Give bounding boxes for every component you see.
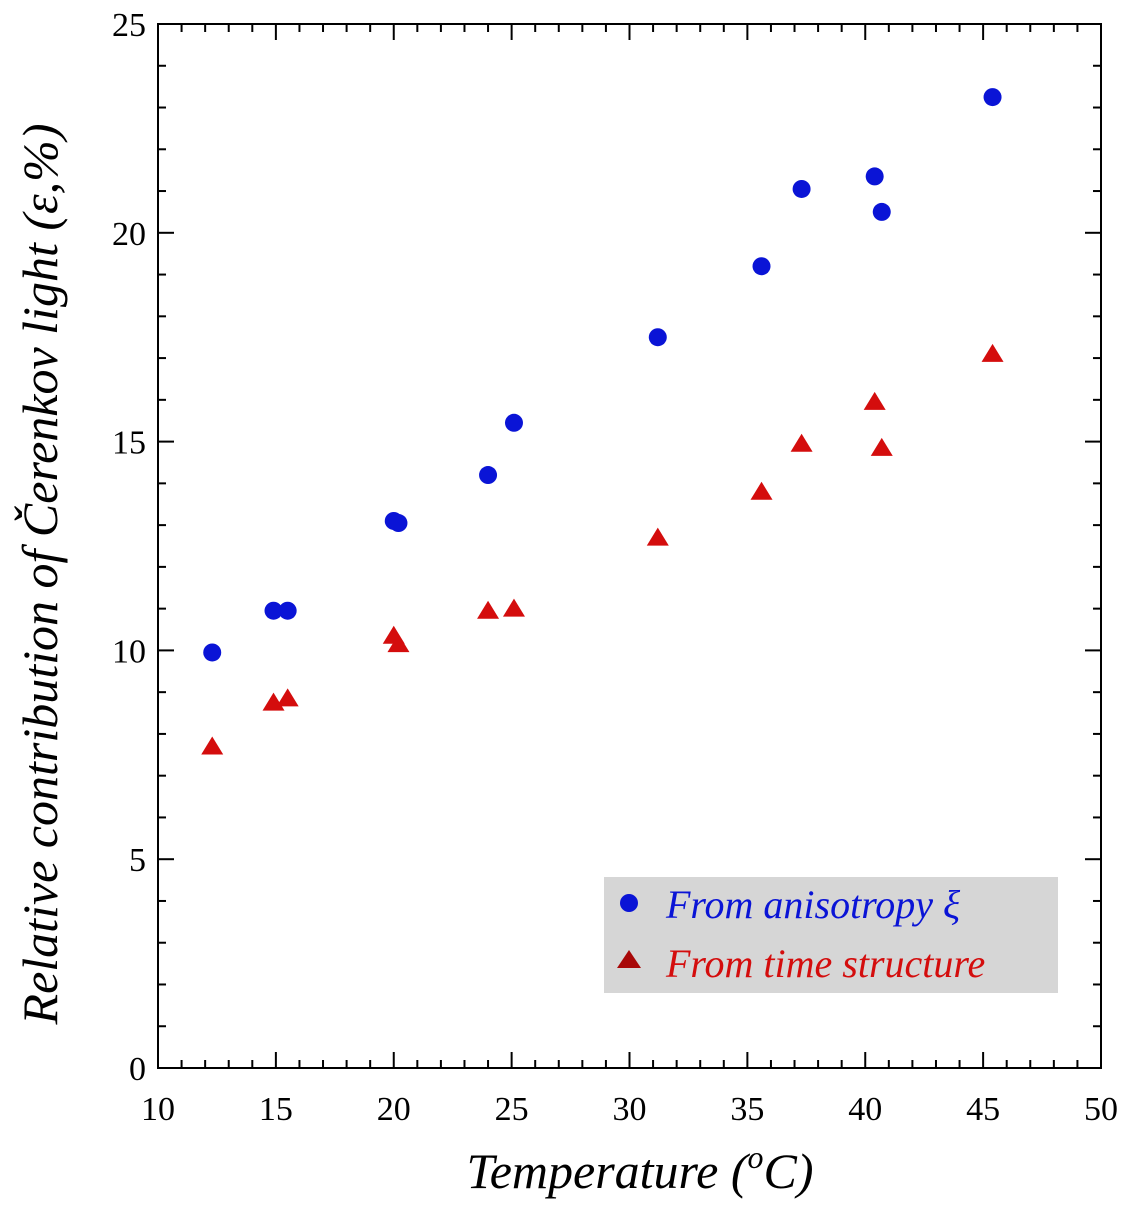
- anisotropy-data-point: [865, 167, 884, 186]
- x-tick-label: 50: [1084, 1091, 1118, 1128]
- anisotropy-data-point: [983, 88, 1002, 107]
- anisotropy-data-point: [792, 179, 811, 198]
- anisotropy-data-point: [504, 413, 523, 432]
- y-tick-label: 10: [112, 633, 146, 670]
- x-axis-ticks: 10 15 20 25 30 35 40 45 50: [141, 24, 1118, 1128]
- anisotropy-data-point: [872, 202, 891, 221]
- time-structure-data-point: [502, 598, 525, 617]
- time-structure-data-point: [750, 481, 773, 500]
- y-tick-label: 15: [112, 425, 146, 462]
- time-structure-data-point: [201, 736, 224, 755]
- y-tick-label: 25: [112, 7, 146, 44]
- data-points: [201, 88, 1004, 755]
- legend-marker-time-structure: [617, 950, 641, 968]
- anisotropy-data-point: [479, 466, 498, 485]
- anisotropy-data-point: [648, 328, 667, 347]
- y-axis-title: Relative contribution of Čerenkov light …: [12, 124, 68, 1026]
- legend-marker-anisotropy: [620, 894, 638, 912]
- time-structure-data-point: [646, 527, 669, 546]
- y-tick-label: 0: [129, 1051, 146, 1088]
- x-tick-label: 20: [377, 1091, 411, 1128]
- anisotropy-data-point: [752, 257, 771, 276]
- legend-background: [604, 877, 1058, 993]
- time-structure-data-point: [387, 634, 410, 653]
- legend: From anisotropy ξ From time structure: [604, 877, 1058, 993]
- time-structure-data-point: [790, 433, 813, 452]
- y-tick-label: 20: [112, 216, 146, 253]
- anisotropy-data-point: [203, 643, 222, 662]
- time-structure-data-point: [276, 688, 299, 707]
- x-tick-label: 30: [613, 1091, 647, 1128]
- x-tick-label: 40: [848, 1091, 882, 1128]
- anisotropy-data-point: [264, 601, 283, 620]
- time-structure-data-point: [477, 600, 500, 619]
- x-axis-title: Temperature (oC): [466, 1139, 813, 1199]
- time-structure-data-point: [981, 343, 1004, 362]
- anisotropy-data-point: [278, 601, 297, 620]
- legend-label-time-structure: From time structure: [665, 941, 985, 986]
- time-structure-data-point: [870, 437, 893, 456]
- x-tick-label: 35: [730, 1091, 764, 1128]
- anisotropy-data-point: [389, 514, 408, 533]
- legend-label-anisotropy: From anisotropy ξ: [665, 882, 961, 927]
- y-axis-ticks: 0 5 10 15 20 25: [112, 7, 1101, 1088]
- y-tick-label: 5: [129, 842, 146, 879]
- x-tick-label: 15: [259, 1091, 293, 1128]
- x-tick-label: 10: [141, 1091, 175, 1128]
- x-tick-label: 45: [966, 1091, 1000, 1128]
- time-structure-data-point: [863, 391, 886, 410]
- x-tick-label: 25: [495, 1091, 529, 1128]
